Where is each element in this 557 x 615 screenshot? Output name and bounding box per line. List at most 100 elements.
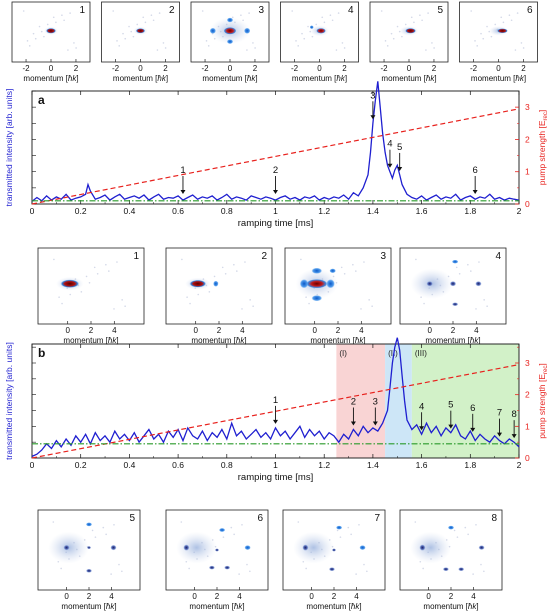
annotation-arrowhead — [448, 424, 454, 429]
speckle — [291, 10, 294, 12]
annotation-arrowhead — [470, 427, 476, 432]
cloud — [458, 567, 465, 572]
image-tick-label: 0 — [426, 592, 431, 601]
image-tick-label: 2 — [74, 64, 79, 73]
annotation-arrowhead — [472, 190, 478, 194]
image-tick-label: 4 — [471, 592, 476, 601]
speckle — [207, 45, 210, 47]
speckle — [105, 533, 107, 536]
speckle — [222, 536, 225, 538]
speckle — [188, 567, 190, 570]
speckle — [384, 40, 387, 42]
y2-tick-label: 3 — [525, 102, 530, 112]
cloud — [475, 281, 482, 287]
annotation-arrowhead — [419, 426, 425, 431]
annotation-label: 6 — [473, 165, 478, 176]
annotation-arrowhead — [273, 190, 278, 194]
image-tick-label: 4 — [240, 326, 245, 335]
image-label: 6 — [257, 513, 263, 524]
speckle — [307, 25, 309, 28]
x-axis-label: ramping time [ms] — [238, 472, 314, 483]
x-tick-label: 1 — [273, 206, 278, 216]
speckle — [355, 270, 357, 272]
image-label: 6 — [527, 5, 533, 16]
cloud — [306, 279, 328, 289]
cloud — [110, 544, 117, 551]
annotation-label: 3 — [373, 397, 378, 408]
image-tick-label: 4 — [474, 326, 479, 335]
image-xlabel: momentum [ħk] — [23, 74, 78, 83]
image-tick-label: -2 — [380, 64, 388, 73]
image-xlabel: momentum [ħk] — [381, 74, 436, 83]
speckle — [156, 49, 159, 51]
image-tick-label: 0 — [496, 64, 501, 73]
cloud — [63, 544, 70, 551]
x-tick-label: 0.6 — [172, 206, 184, 216]
speckle — [38, 25, 41, 28]
speckle — [144, 21, 147, 24]
image-xlabel: momentum [ħk] — [61, 602, 116, 611]
speckle — [363, 261, 365, 263]
x-tick-label: 0 — [30, 460, 35, 470]
speckle — [230, 526, 233, 529]
y-axis-label: transmitted intensity [arb. units] — [4, 89, 14, 207]
x-tick-label: 0.6 — [172, 460, 184, 470]
speckle — [113, 524, 115, 526]
speckle — [386, 45, 389, 47]
speckle — [508, 14, 511, 16]
cloud — [316, 28, 326, 34]
y2-tick-label: 0 — [525, 199, 530, 209]
speckle — [427, 12, 429, 14]
annotation-arrowhead — [511, 434, 517, 439]
speckle — [458, 272, 461, 275]
speckle — [301, 32, 303, 35]
speckle — [486, 305, 488, 308]
image-xlabel: momentum [ħk] — [189, 602, 244, 611]
speckle — [94, 536, 97, 538]
speckle — [490, 35, 493, 38]
image-xlabel: momentum [ħk] — [292, 74, 347, 83]
image-tick-label: 2 — [89, 326, 94, 335]
speckle — [335, 49, 338, 51]
speckle — [85, 275, 88, 278]
speckle — [343, 272, 346, 275]
x-tick-label: 1.6 — [416, 460, 428, 470]
image-tick-label: 0 — [407, 64, 412, 73]
image-tick-label: 4 — [109, 592, 114, 601]
speckle — [34, 37, 37, 40]
speckle — [425, 49, 427, 51]
speckle — [105, 263, 107, 266]
speckle — [297, 45, 300, 47]
speckle — [500, 16, 503, 19]
image-tick-label: 0 — [138, 64, 143, 73]
image-label: 1 — [133, 251, 139, 262]
annotation-label: 8 — [511, 409, 516, 420]
speckle — [96, 272, 99, 275]
cloud — [405, 28, 417, 34]
cloud — [442, 567, 449, 572]
speckle — [421, 19, 423, 22]
speckle — [520, 42, 523, 44]
speckle — [233, 533, 235, 536]
speckle — [132, 35, 135, 38]
speckle — [26, 40, 29, 42]
speckle — [475, 308, 477, 310]
speckle — [478, 261, 480, 263]
cloud — [226, 17, 234, 23]
speckle — [476, 45, 479, 47]
y2-tick-label: 1 — [525, 167, 530, 177]
chart-panel: (I) (II) (III)0 0.2 0.4 0.6 0.8 1 1.2 1.4 1.6 1.8 20… — [4, 337, 549, 483]
cloud — [60, 279, 80, 288]
speckle — [414, 521, 417, 523]
image-xlabel: momentum [ħk] — [202, 74, 257, 83]
annotation-label: 4 — [387, 139, 392, 150]
speckle — [368, 299, 370, 301]
speckle — [60, 567, 62, 570]
speckle — [186, 296, 188, 298]
cloud — [213, 280, 219, 287]
